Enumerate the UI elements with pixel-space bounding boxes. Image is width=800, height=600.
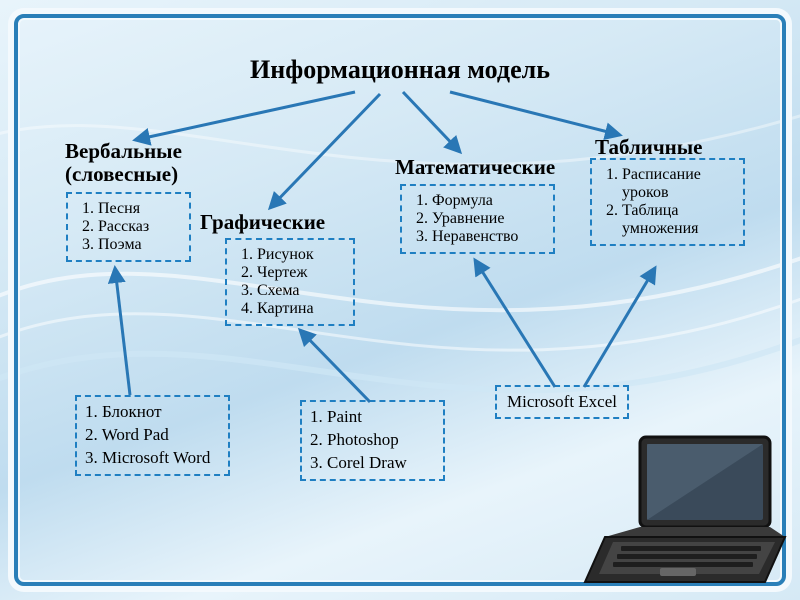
laptop-icon <box>580 432 790 592</box>
list-item: Формула <box>432 192 545 210</box>
list-item: Рисунок <box>257 246 345 264</box>
list-item: Поэма <box>98 236 181 254</box>
math-list: Формула Уравнение Неравенство <box>410 192 545 246</box>
list-item: Уравнение <box>432 210 545 228</box>
list-item: Песня <box>98 200 181 218</box>
tools-text-box: 1. Блокнот 2. Word Pad 3. Microsoft Word <box>75 395 230 476</box>
tool-item: 1. Paint <box>310 406 435 429</box>
tools-spread-box: Microsoft Excel <box>495 385 629 419</box>
list-item: Схема <box>257 282 345 300</box>
main-title: Информационная модель <box>0 55 800 85</box>
graphic-title-text: Графические <box>200 210 325 234</box>
list-item: Чертеж <box>257 264 345 282</box>
tool-spread-label: Microsoft Excel <box>507 392 617 411</box>
verbal-title: Вербальные (словесные) <box>65 140 182 186</box>
graphic-list: Рисунок Чертеж Схема Картина <box>235 246 345 318</box>
list-item: Рассказ <box>98 218 181 236</box>
list-item: Неравенство <box>432 228 545 246</box>
list-item: Расписание уроков <box>622 166 735 202</box>
verbal-box: Песня Рассказ Поэма <box>66 192 191 262</box>
tools-graphic-box: 1. Paint 2. Photoshop 3. Corel Draw <box>300 400 445 481</box>
verbal-title-text: Вербальные (словесные) <box>65 139 182 186</box>
math-title: Математические <box>395 155 555 180</box>
graphic-title: Графические <box>200 210 325 235</box>
table-title: Табличные <box>595 135 703 160</box>
list-item: Таблица умножения <box>622 202 735 238</box>
tool-item: 2. Photoshop <box>310 429 435 452</box>
math-box: Формула Уравнение Неравенство <box>400 184 555 254</box>
tool-item: 3. Microsoft Word <box>85 447 220 470</box>
list-item: Картина <box>257 300 345 318</box>
tool-item: 1. Блокнот <box>85 401 220 424</box>
tool-item: 3. Corel Draw <box>310 452 435 475</box>
math-title-text: Математические <box>395 155 555 179</box>
table-list: Расписание уроков Таблица умножения <box>600 166 735 238</box>
tool-item: 2. Word Pad <box>85 424 220 447</box>
slide-stage: Информационная модель Вербальные (словес… <box>0 0 800 600</box>
table-box: Расписание уроков Таблица умножения <box>590 158 745 246</box>
content-layer: Информационная модель Вербальные (словес… <box>0 0 800 600</box>
table-title-text: Табличные <box>595 135 703 159</box>
verbal-list: Песня Рассказ Поэма <box>76 200 181 254</box>
graphic-box: Рисунок Чертеж Схема Картина <box>225 238 355 326</box>
